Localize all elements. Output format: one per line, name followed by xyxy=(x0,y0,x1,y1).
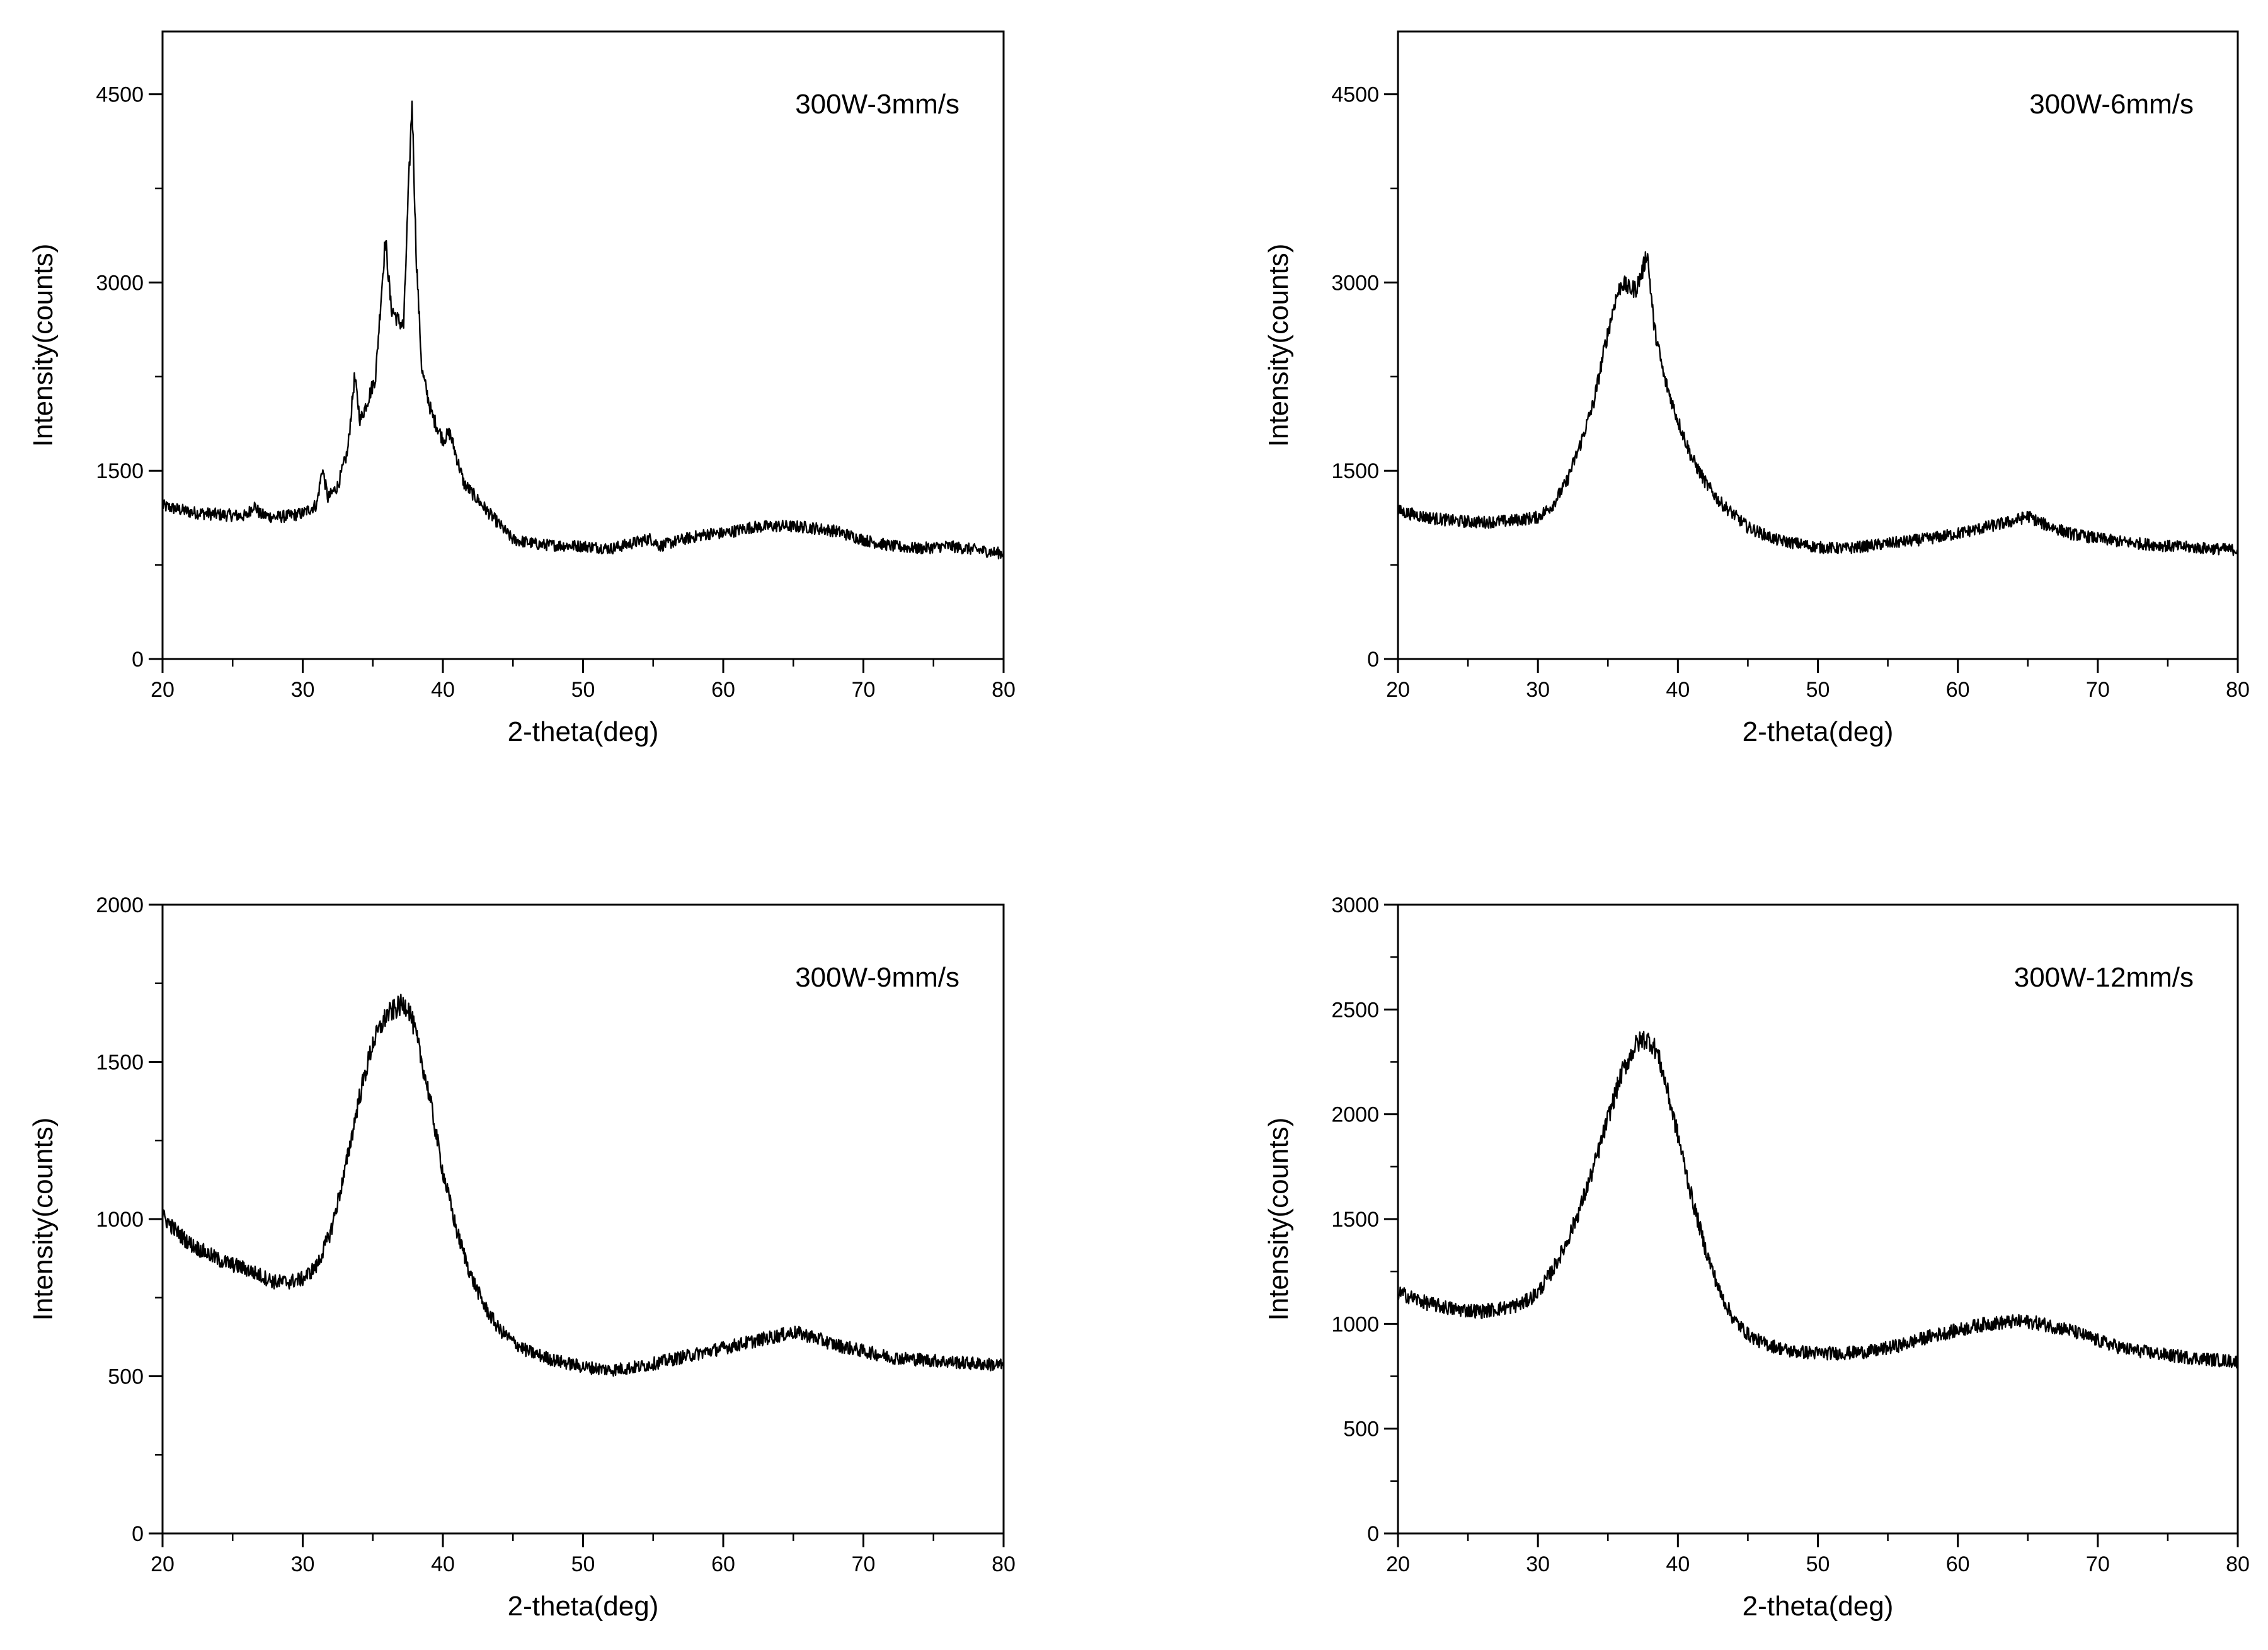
panel-bottom-right: 20 30 40 50 60 70 80 0 500 1000 1500 2000 2500 3000 2-… xyxy=(1263,893,2250,1622)
y-tick-label: 3000 xyxy=(1331,893,1379,917)
y-tick-label: 2000 xyxy=(96,893,144,917)
x-tick-label: 60 xyxy=(711,678,735,702)
sample-annotation: 300W-3mm/s xyxy=(795,89,959,120)
x-tick-label: 50 xyxy=(571,1552,595,1576)
x-tick-label: 30 xyxy=(291,678,315,702)
x-tick-label: 50 xyxy=(1806,678,1830,702)
y-axis-label: Intensity(counts) xyxy=(28,244,59,447)
plot-frame xyxy=(1397,30,2239,660)
y-tick-label: 1500 xyxy=(96,459,144,483)
x-tick-label: 30 xyxy=(1526,1552,1550,1576)
y-tick-label: 1500 xyxy=(96,1051,144,1075)
x-tick-label: 40 xyxy=(1666,678,1690,702)
plot-frame xyxy=(161,30,1005,660)
x-tick-label: 40 xyxy=(431,1552,455,1576)
y-tick-label: 0 xyxy=(132,648,144,672)
y-tick-label: 0 xyxy=(132,1522,144,1546)
y-tick-label: 500 xyxy=(1343,1418,1379,1441)
sample-annotation: 300W-6mm/s xyxy=(2029,89,2194,120)
xrd-trace-0 xyxy=(1397,251,2239,556)
y-tick-label: 2000 xyxy=(1331,1103,1379,1127)
sample-annotation: 300W-9mm/s xyxy=(795,962,959,993)
x-tick-label: 70 xyxy=(852,678,876,702)
x-tick-label: 80 xyxy=(992,1552,1016,1576)
panel-top-right: 20 30 40 50 60 70 80 0 1500 3000 4500 2-theta(deg) I… xyxy=(1263,30,2250,747)
x-tick-label: 20 xyxy=(151,678,175,702)
x-tick-label: 50 xyxy=(571,678,595,702)
sample-annotation: 300W-12mm/s xyxy=(2014,962,2194,993)
y-tick-label: 1000 xyxy=(96,1208,144,1232)
xrd-trace-0 xyxy=(161,100,1004,559)
x-tick-label: 50 xyxy=(1806,1552,1830,1576)
x-tick-label: 40 xyxy=(431,678,455,702)
plot-frame xyxy=(1397,903,2239,1535)
y-tick-label: 1500 xyxy=(1331,459,1379,483)
x-axis-label: 2-theta(deg) xyxy=(508,716,659,747)
x-tick-label: 20 xyxy=(1386,1552,1410,1576)
x-tick-label: 80 xyxy=(2226,678,2250,702)
y-axis-label: Intensity(counts) xyxy=(1263,244,1294,447)
y-tick-label: 3000 xyxy=(96,271,144,295)
x-tick-label: 60 xyxy=(1946,678,1970,702)
y-tick-label: 500 xyxy=(108,1365,144,1389)
x-tick-label: 70 xyxy=(2086,1552,2110,1576)
xrd-trace-0 xyxy=(1397,1031,2239,1369)
panel-top-left: 20 30 40 50 60 70 80 0 1500 3000 4500 2-theta(deg) I… xyxy=(28,30,1016,747)
y-tick-label: 1500 xyxy=(1331,1208,1379,1232)
y-tick-label: 3000 xyxy=(1331,271,1379,295)
y-tick-label: 2500 xyxy=(1331,998,1379,1022)
x-tick-label: 30 xyxy=(1526,678,1550,702)
x-tick-label: 70 xyxy=(852,1552,876,1576)
x-axis-label: 2-theta(deg) xyxy=(1743,1591,1894,1622)
plot-frame xyxy=(161,903,1005,1535)
x-tick-label: 80 xyxy=(2226,1552,2250,1576)
x-tick-label: 20 xyxy=(1386,678,1410,702)
panel-bottom-left: 20 30 40 50 60 70 80 0 500 1000 1500 2000 2-theta(de… xyxy=(28,893,1016,1622)
x-tick-label: 80 xyxy=(992,678,1016,702)
x-tick-label: 20 xyxy=(151,1552,175,1576)
x-tick-label: 30 xyxy=(291,1552,315,1576)
y-tick-label: 1000 xyxy=(1331,1312,1379,1336)
x-axis-label: 2-theta(deg) xyxy=(1743,716,1894,747)
y-tick-label: 0 xyxy=(1367,648,1379,672)
xrd-trace-0 xyxy=(161,994,1005,1377)
x-axis-label: 2-theta(deg) xyxy=(508,1591,659,1622)
x-tick-label: 70 xyxy=(2086,678,2110,702)
y-axis-label: Intensity(counts) xyxy=(1263,1118,1294,1321)
y-axis-label: Intensity(counts) xyxy=(28,1118,59,1321)
x-tick-label: 40 xyxy=(1666,1552,1690,1576)
y-tick-label: 4500 xyxy=(96,83,144,107)
x-tick-label: 60 xyxy=(1946,1552,1970,1576)
y-tick-label: 4500 xyxy=(1331,83,1379,107)
y-tick-label: 0 xyxy=(1367,1522,1379,1546)
x-tick-label: 60 xyxy=(711,1552,735,1576)
